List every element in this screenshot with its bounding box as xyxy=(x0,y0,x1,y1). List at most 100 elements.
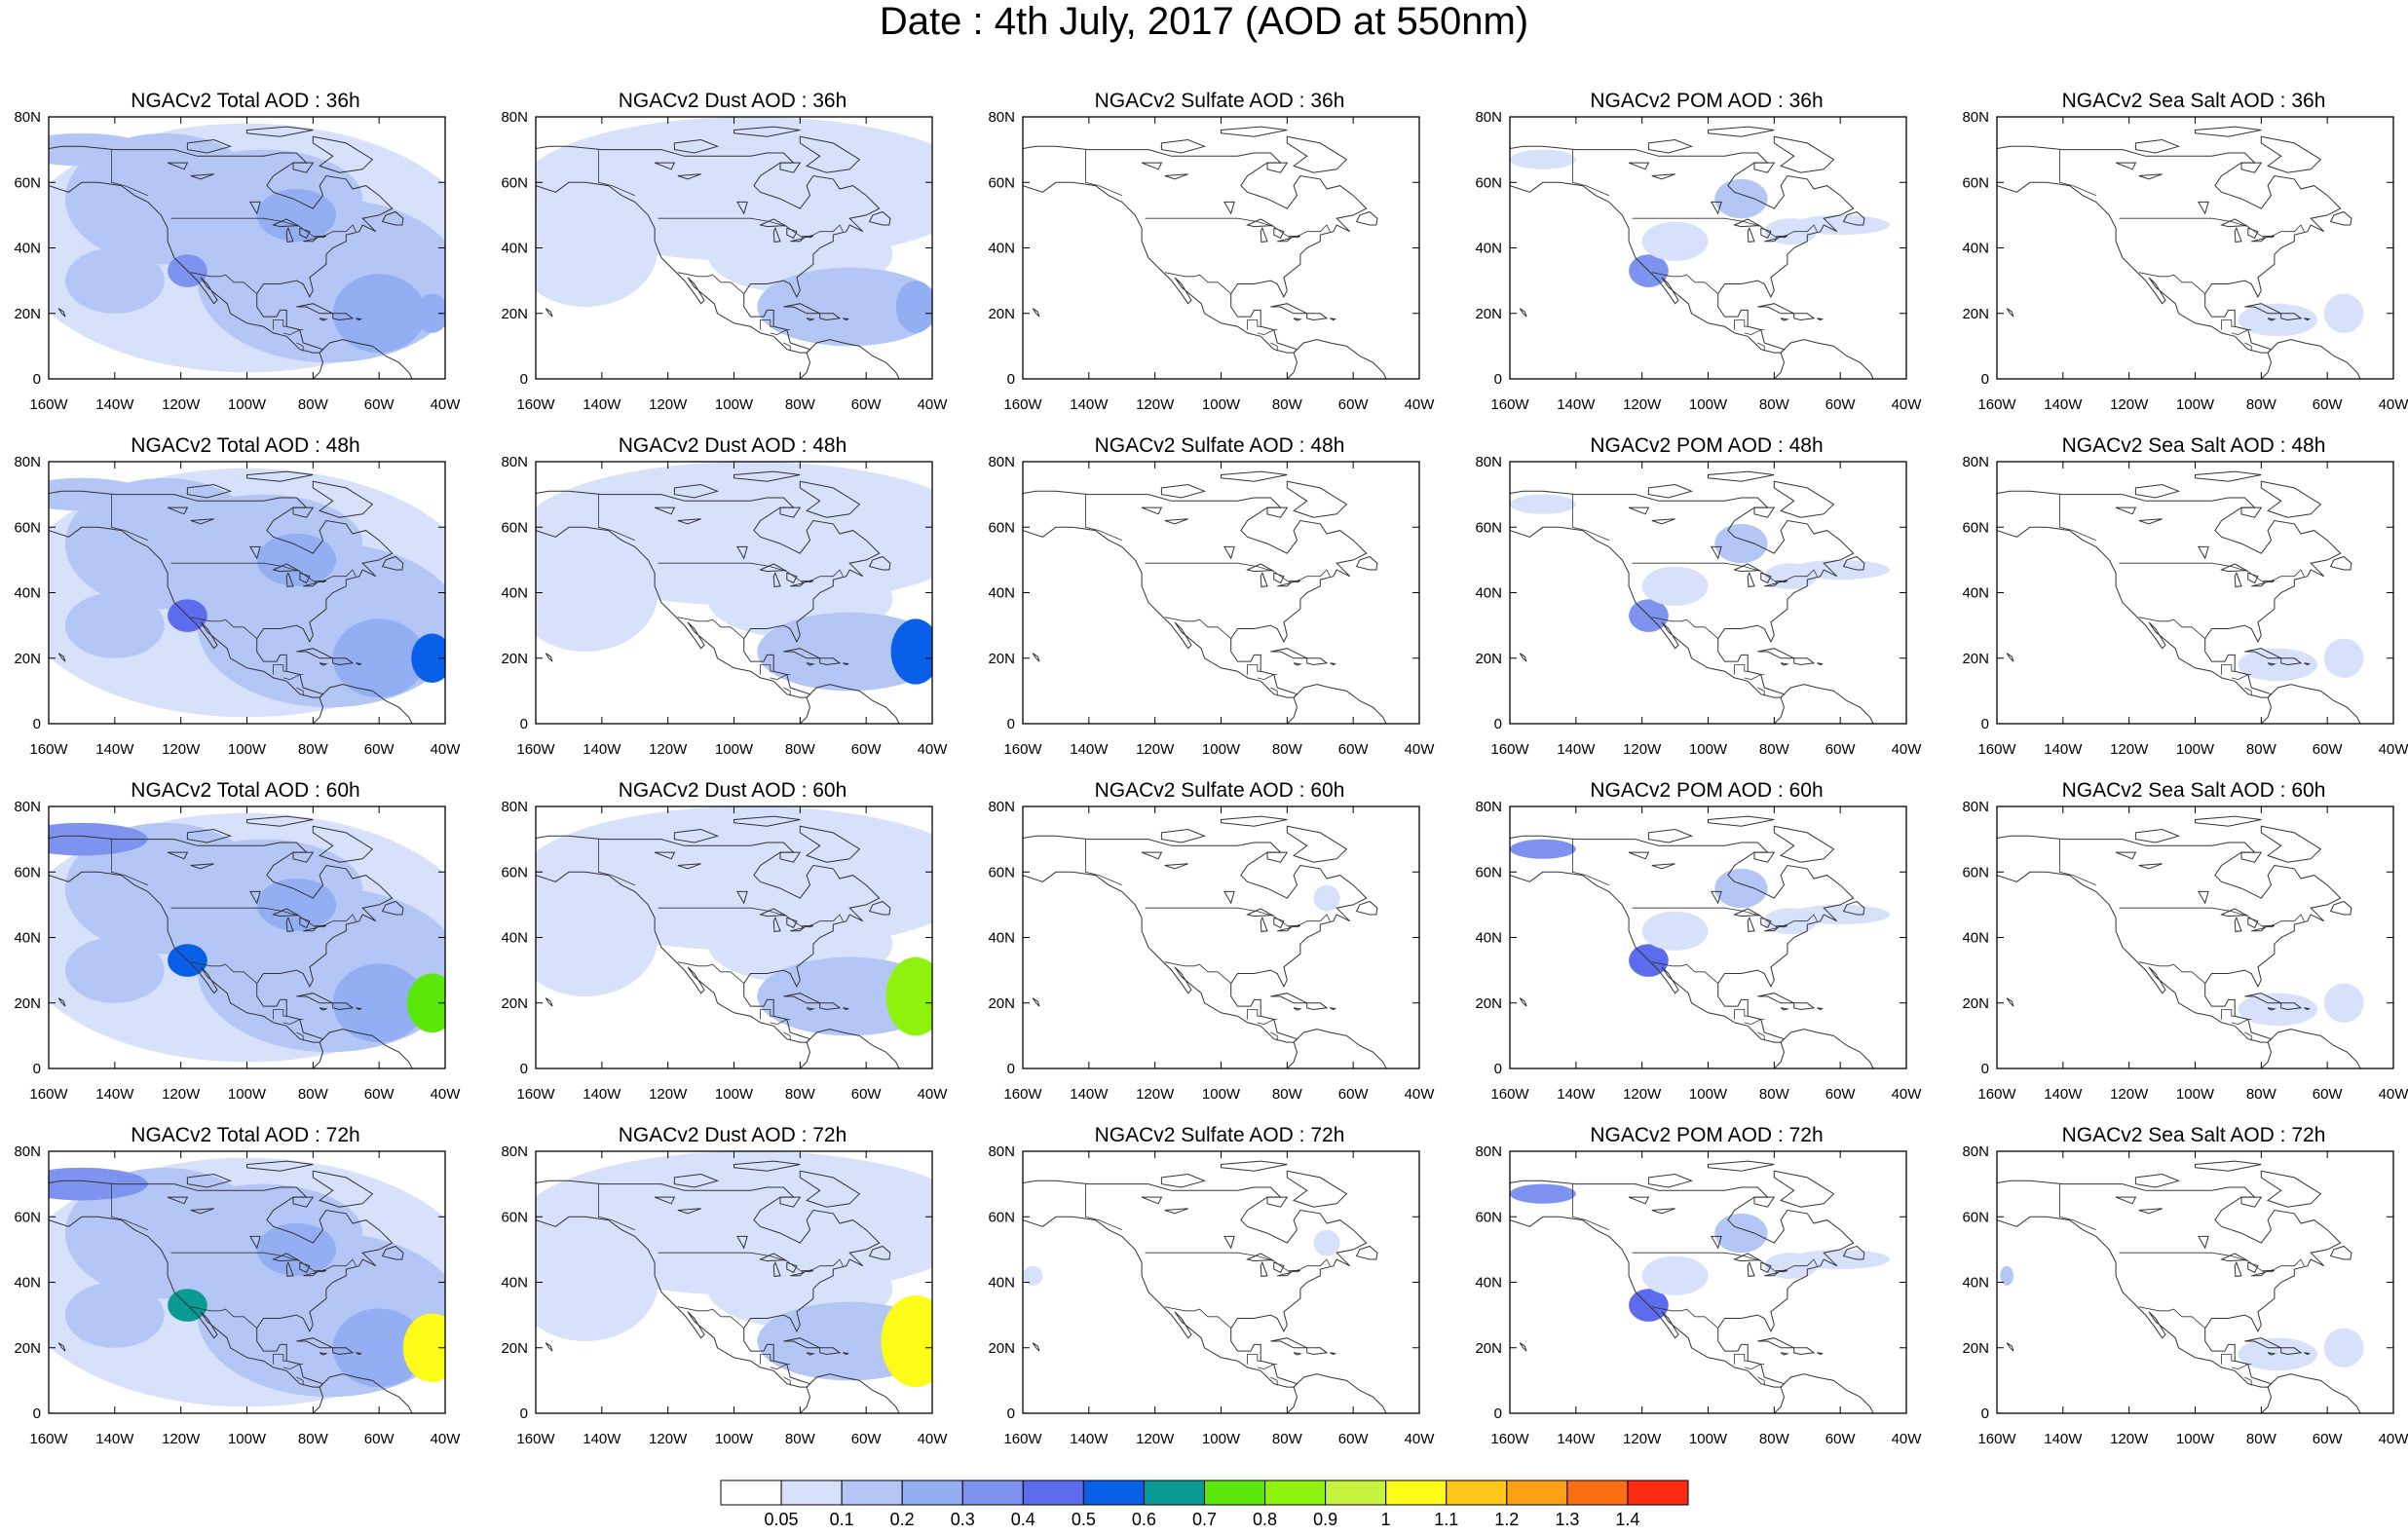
lat-tick-label: 20N xyxy=(988,651,1015,667)
aod-patch xyxy=(49,477,148,511)
coastline xyxy=(799,480,861,518)
country-border xyxy=(1744,674,1765,681)
coastline xyxy=(319,1352,328,1356)
coastline xyxy=(1246,908,1274,918)
panel-title: NGACv2 POM AOD : 60h xyxy=(1590,779,1824,802)
coastline xyxy=(772,227,781,243)
country-border xyxy=(1270,342,1278,352)
country-border xyxy=(1257,674,1278,681)
aod-patch xyxy=(1764,563,1818,590)
coastline xyxy=(272,563,300,573)
lon-tick-label: 100W xyxy=(228,741,267,758)
coastline xyxy=(677,173,701,180)
coastline xyxy=(1270,303,1307,315)
coastline xyxy=(806,1352,815,1356)
country-border xyxy=(273,319,287,330)
coastline xyxy=(1266,506,1289,518)
coastline xyxy=(1355,900,1378,916)
coastline xyxy=(1760,572,1772,584)
coastline xyxy=(1708,1160,1775,1172)
coastline xyxy=(2234,572,2242,587)
lat-tick-label: 60N xyxy=(1475,864,1502,880)
coastline xyxy=(790,926,806,932)
country-border xyxy=(282,674,304,681)
coastline xyxy=(2138,518,2163,525)
country-border xyxy=(783,342,791,352)
panel-title: NGACv2 POM AOD : 36h xyxy=(1590,90,1824,112)
coastline xyxy=(1773,684,1874,724)
lat-tick-label: 40N xyxy=(501,585,528,602)
coastline xyxy=(677,1208,701,1215)
coastline xyxy=(799,684,900,724)
lat-tick-label: 20N xyxy=(1962,995,1989,1012)
lat-tick-label: 0 xyxy=(1494,716,1502,732)
coastline xyxy=(1628,851,1650,860)
panel-title: NGACv2 Dust AOD : 72h xyxy=(618,1124,847,1146)
coastline xyxy=(1032,997,1040,1007)
coastline xyxy=(312,825,374,863)
map-plot: 160W 140W 120W 100W 80W 60W 40W 80N 60N 40N 20N 0 xyxy=(501,799,948,1103)
country-border xyxy=(1247,319,1261,330)
coastline xyxy=(819,1347,842,1356)
coastline xyxy=(2198,201,2209,215)
lon-tick-label: 120W xyxy=(649,1086,688,1103)
coastline xyxy=(299,917,311,929)
coastline xyxy=(1032,308,1040,318)
aod-patch xyxy=(49,1167,148,1201)
lon-tick-label: 80W xyxy=(2246,1086,2277,1103)
country-border xyxy=(677,961,744,984)
coastline xyxy=(186,483,233,499)
map-panel: NGACv2 Dust AOD : 48h 160W 140W 120W 100W 80W… xyxy=(501,434,957,775)
lon-tick-label: 60W xyxy=(1338,1431,1370,1447)
lon-tick-label: 60W xyxy=(364,741,395,758)
colorbar-label: 0.2 xyxy=(890,1510,915,1529)
map-panel: NGACv2 Dust AOD : 60h 160W 140W 120W 100W 80W… xyxy=(501,779,957,1120)
coastline xyxy=(2240,1196,2263,1208)
aod-patch xyxy=(1313,884,1340,912)
aod-patch xyxy=(164,149,363,248)
coastline xyxy=(868,555,891,571)
map-panel: NGACv2 Total AOD : 48h 160W 140W 120W 100W 80… xyxy=(14,434,470,775)
coastline xyxy=(2247,572,2259,584)
lat-tick-label: 20N xyxy=(501,651,528,667)
lon-tick-label: 160W xyxy=(29,1086,68,1103)
coastline xyxy=(654,506,676,515)
coastline xyxy=(292,506,315,518)
figure-title: Date : 4th July, 2017 (AOD at 550nm) xyxy=(879,0,1529,43)
coastline-map xyxy=(1997,1160,2361,1413)
colorbar-label: 0.6 xyxy=(1132,1510,1156,1529)
coastline xyxy=(2260,684,2361,724)
aod-patch xyxy=(536,533,658,653)
coastline xyxy=(1330,1007,1336,1011)
lon-tick-label: 100W xyxy=(715,1086,754,1103)
lon-tick-label: 80W xyxy=(785,1086,816,1103)
country-border xyxy=(1145,562,1331,583)
coastline xyxy=(806,1007,815,1011)
coastline xyxy=(2280,313,2303,321)
panel-title: NGACv2 Sulfate AOD : 72h xyxy=(1094,1124,1345,1146)
lat-tick-label: 0 xyxy=(1494,1061,1502,1077)
aod-shading xyxy=(49,123,445,373)
coastline xyxy=(2260,1170,2322,1208)
coastline xyxy=(843,1352,849,1356)
lat-tick-label: 80N xyxy=(501,109,528,126)
lon-tick-label: 120W xyxy=(2110,396,2149,413)
panel-title: NGACv2 Dust AOD : 36h xyxy=(618,90,847,112)
coastline xyxy=(1273,917,1285,929)
coastline xyxy=(1780,1352,1789,1356)
lat-tick-label: 80N xyxy=(1962,799,1989,815)
coastline xyxy=(1141,1196,1163,1205)
aod-shading xyxy=(536,462,932,692)
coastline xyxy=(1842,900,1865,916)
coastline xyxy=(2115,1196,2137,1205)
aod-shading xyxy=(49,812,445,1063)
lon-tick-label: 160W xyxy=(1977,741,2016,758)
country-border xyxy=(1734,1009,1749,1020)
coastline xyxy=(303,926,319,932)
coastline xyxy=(1260,572,1268,587)
coastline xyxy=(303,1271,319,1277)
country-border xyxy=(1572,1183,1609,1231)
country-border xyxy=(1270,687,1278,696)
country-border xyxy=(1145,217,1331,239)
coastline xyxy=(190,863,214,870)
